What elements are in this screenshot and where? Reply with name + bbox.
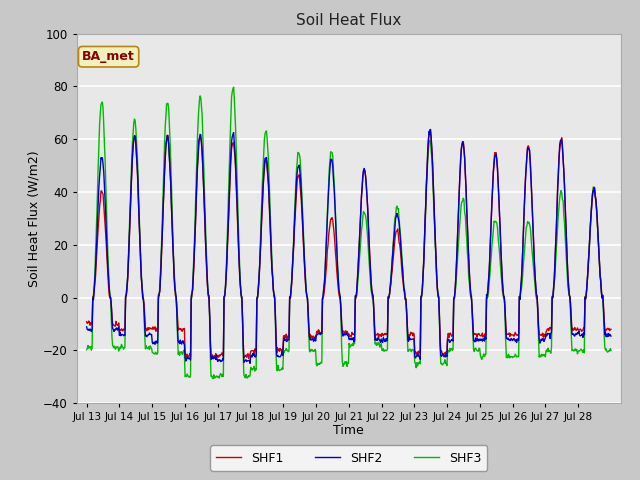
Line: SHF2: SHF2: [86, 130, 611, 363]
Line: SHF3: SHF3: [86, 87, 611, 379]
SHF2: [144, 332, 152, 338]
SHF2: [607, 333, 615, 339]
SHF2: [83, 324, 90, 330]
SHF3: [242, 372, 250, 377]
Line: SHF1: SHF1: [86, 130, 611, 359]
SHF2: [241, 359, 248, 364]
SHF2: [403, 324, 411, 329]
SHF1: [287, 289, 295, 295]
SHF2: [246, 360, 254, 366]
SHF3: [268, 255, 276, 261]
SHF1: [241, 353, 249, 359]
SHF3: [144, 345, 152, 351]
SHF2: [287, 287, 295, 292]
Text: BA_met: BA_met: [82, 50, 135, 63]
SHF1: [607, 326, 615, 332]
SHF2: [427, 127, 435, 132]
SHF3: [404, 348, 412, 354]
SHF1: [433, 287, 441, 292]
Title: Soil Heat Flux: Soil Heat Flux: [296, 13, 401, 28]
SHF2: [433, 285, 441, 291]
SHF1: [403, 321, 411, 326]
SHF1: [426, 127, 434, 132]
SHF3: [288, 276, 296, 281]
SHF2: [268, 247, 275, 252]
X-axis label: Time: Time: [333, 424, 364, 437]
SHF3: [607, 348, 615, 353]
SHF3: [433, 283, 441, 289]
SHF1: [144, 327, 152, 333]
Legend: SHF1, SHF2, SHF3: SHF1, SHF2, SHF3: [210, 445, 488, 471]
SHF3: [209, 376, 217, 382]
SHF3: [83, 347, 90, 353]
SHF1: [83, 319, 90, 324]
SHF3: [230, 84, 237, 90]
Y-axis label: Soil Heat Flux (W/m2): Soil Heat Flux (W/m2): [28, 150, 40, 287]
SHF1: [268, 247, 275, 252]
SHF1: [208, 356, 216, 361]
